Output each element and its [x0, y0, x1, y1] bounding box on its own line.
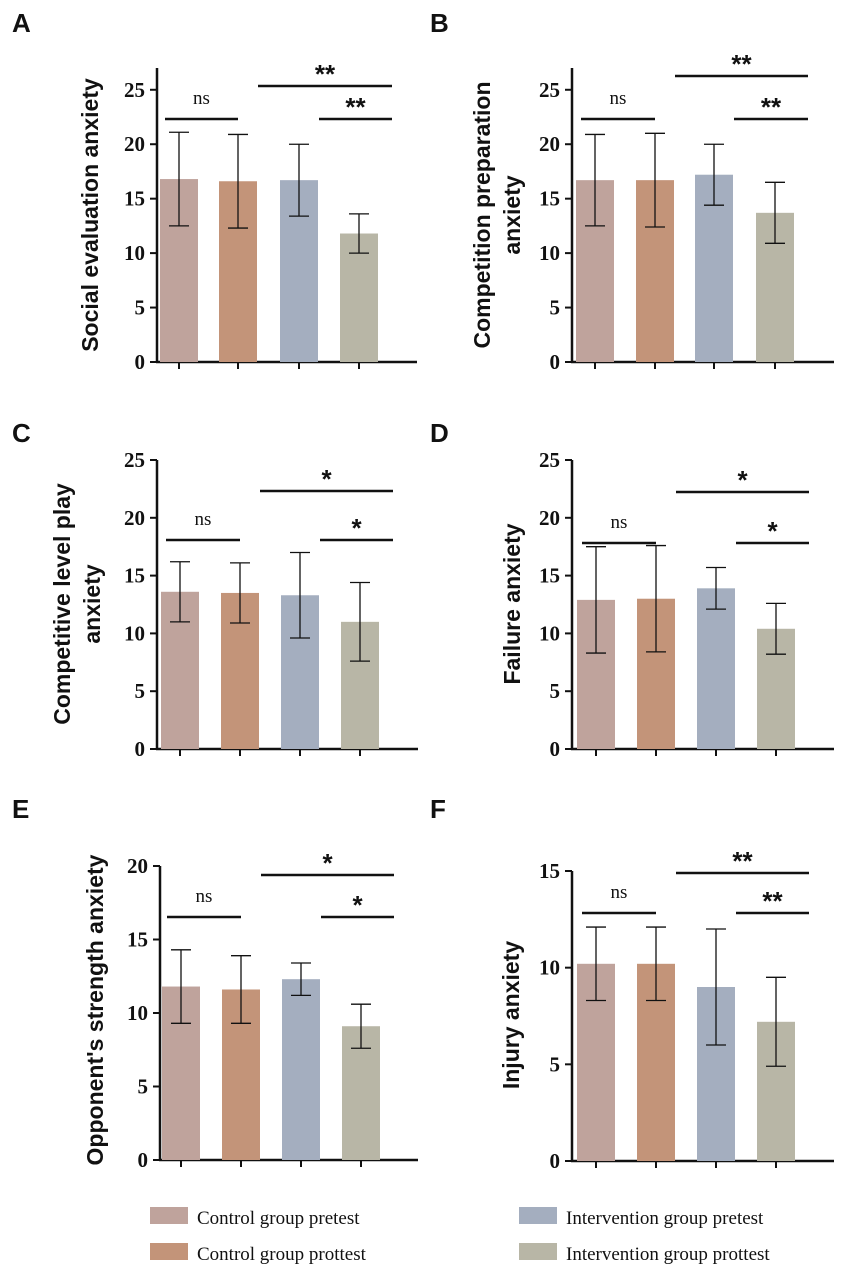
y-tick-label: 15: [124, 187, 145, 211]
y-tick-label: 25: [539, 448, 560, 472]
bar: [697, 588, 735, 749]
bar: [340, 233, 378, 362]
y-tick-label: 0: [138, 1148, 149, 1172]
significance-label: **: [732, 846, 753, 876]
significance-label: *: [352, 890, 363, 920]
y-tick-label: 5: [550, 296, 561, 320]
y-tick-label: 20: [124, 506, 145, 530]
panel-letter: E: [12, 794, 29, 824]
legend-label: Intervention group pretest: [566, 1208, 764, 1229]
y-axis-label-line: Competition preparation: [469, 81, 495, 348]
y-tick-label: 5: [550, 679, 561, 703]
legend-label: Control group prottest: [197, 1244, 367, 1265]
y-tick-label: 10: [124, 621, 145, 645]
significance-label: **: [345, 92, 366, 122]
y-tick-label: 5: [135, 679, 146, 703]
significance-label: ns: [195, 509, 212, 530]
chart-panel-d: D Failure anxiety 0 5 10 15 20 25 ns * *: [430, 418, 834, 761]
y-axis-label-line: anxiety: [499, 175, 525, 254]
y-tick-label: 5: [135, 296, 146, 320]
chart-panel-e: E Opponent's strength anxiety 0 5 10 15 20 ns * *: [12, 794, 418, 1172]
legend-item: Control group prottest: [150, 1243, 367, 1265]
y-axis-label-line: Opponent's strength anxiety: [82, 854, 108, 1165]
significance-label: ns: [611, 512, 628, 533]
legend: Control group pretest Control group prott…: [150, 1207, 770, 1265]
significance-label: *: [737, 465, 748, 495]
y-tick-label: 20: [539, 132, 560, 156]
y-tick-label: 15: [124, 564, 145, 588]
y-axis-label: Competition preparation anxiety: [469, 81, 525, 348]
y-tick-label: 5: [550, 1052, 561, 1076]
legend-item: Intervention group pretest: [519, 1207, 764, 1229]
y-tick-label: 0: [135, 737, 146, 761]
y-axis-label: Social evaluation anxiety: [77, 78, 103, 352]
significance-label: *: [321, 464, 332, 494]
panel-letter: F: [430, 794, 446, 824]
chart-panel-c: C Competitive level play anxiety 0 5 10 15 20 25…: [12, 418, 418, 761]
panel-letter: C: [12, 418, 31, 448]
significance-label: *: [351, 513, 362, 543]
y-tick-label: 10: [124, 241, 145, 265]
y-tick-label: 10: [539, 241, 560, 265]
significance-label: *: [767, 516, 778, 546]
y-tick-label: 0: [550, 1149, 561, 1173]
legend-item: Control group pretest: [150, 1207, 360, 1229]
significance-label: ns: [611, 882, 628, 903]
chart-panel-b: B Competition preparation anxiety 0 5 10 15 20 2…: [430, 8, 834, 374]
y-tick-label: 0: [135, 350, 146, 374]
y-tick-label: 10: [539, 621, 560, 645]
y-tick-label: 25: [124, 448, 145, 472]
y-tick-label: 15: [127, 928, 148, 952]
y-axis-label-line: Competitive level play: [49, 483, 75, 725]
y-tick-label: 5: [138, 1075, 149, 1099]
y-axis-label-line: Injury anxiety: [498, 941, 524, 1089]
y-axis-label: Injury anxiety: [498, 941, 524, 1089]
y-tick-label: 20: [127, 854, 148, 878]
y-axis-label-line: Failure anxiety: [499, 523, 525, 684]
significance-label: ns: [610, 88, 627, 109]
significance-label: *: [322, 848, 333, 878]
legend-item: Intervention group prottest: [519, 1243, 770, 1265]
panel-letter: D: [430, 418, 449, 448]
panel-letter: A: [12, 8, 31, 38]
y-tick-label: 15: [539, 187, 560, 211]
y-tick-label: 15: [539, 859, 560, 883]
bar: [282, 979, 320, 1160]
significance-label: **: [315, 59, 336, 89]
y-tick-label: 20: [539, 506, 560, 530]
y-tick-label: 20: [124, 132, 145, 156]
chart-panel-f: F Injury anxiety 0 5 10 15 ns ** **: [430, 794, 834, 1173]
legend-swatch: [519, 1207, 557, 1224]
y-tick-label: 15: [539, 564, 560, 588]
y-tick-label: 0: [550, 350, 561, 374]
legend-label: Intervention group prottest: [566, 1244, 770, 1265]
y-axis-label: Competitive level play anxiety: [49, 483, 105, 725]
y-tick-label: 25: [539, 78, 560, 102]
chart-panel-a: A Social evaluation anxiety 0 5 10 15 20 25 ns **…: [12, 8, 417, 374]
legend-swatch: [150, 1207, 188, 1224]
y-axis-label: Failure anxiety: [499, 523, 525, 684]
significance-label: **: [761, 92, 782, 122]
legend-swatch: [519, 1243, 557, 1260]
legend-label: Control group pretest: [197, 1208, 360, 1229]
y-axis-label: Opponent's strength anxiety: [82, 854, 108, 1165]
y-axis-label-line: anxiety: [79, 564, 105, 643]
y-tick-label: 0: [550, 737, 561, 761]
significance-label: ns: [196, 886, 213, 907]
y-tick-label: 10: [539, 956, 560, 980]
y-axis-label-line: Social evaluation anxiety: [77, 78, 103, 352]
significance-label: ns: [193, 88, 210, 109]
significance-label: **: [762, 886, 783, 916]
panel-letter: B: [430, 8, 449, 38]
bar: [695, 174, 733, 362]
y-tick-label: 25: [124, 78, 145, 102]
significance-label: **: [731, 49, 752, 79]
y-tick-label: 10: [127, 1001, 148, 1025]
legend-swatch: [150, 1243, 188, 1260]
